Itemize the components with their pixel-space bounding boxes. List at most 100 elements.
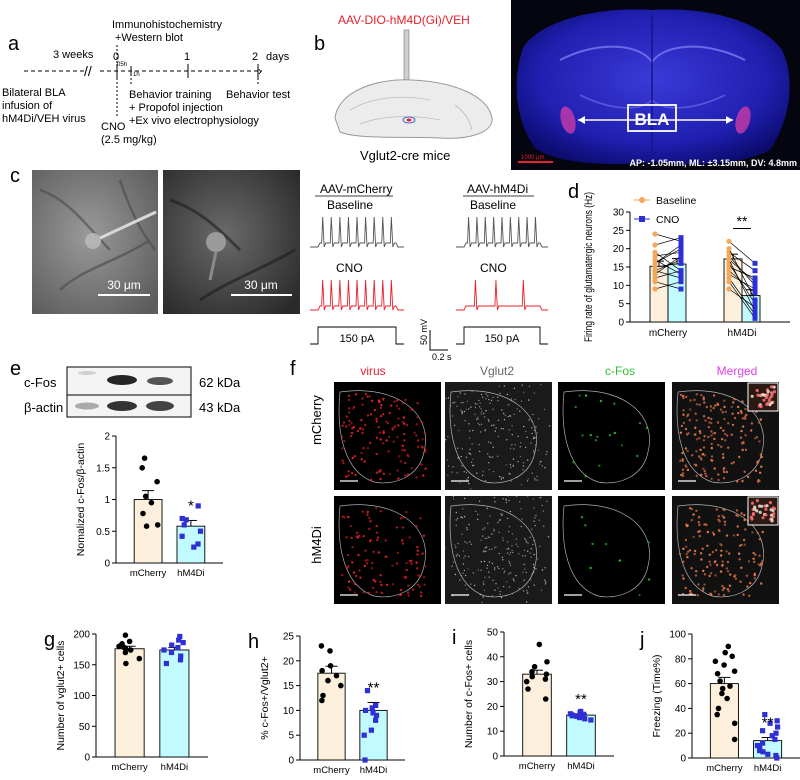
stained-cell <box>494 567 496 569</box>
stained-cell <box>545 453 547 456</box>
panel-letter: i <box>452 627 456 649</box>
stained-cell <box>685 552 688 556</box>
stained-cell <box>456 553 459 555</box>
stained-cell <box>710 434 713 437</box>
stained-cell <box>505 594 507 597</box>
data-point <box>719 685 726 692</box>
stained-cell <box>522 391 525 393</box>
stained-cell <box>695 419 698 422</box>
data-point <box>148 499 155 506</box>
stained-cell <box>690 567 693 570</box>
stained-cell <box>507 541 509 543</box>
y-tick-label: 0 <box>618 318 624 329</box>
stained-cell <box>467 555 470 558</box>
stained-cell <box>470 583 472 585</box>
stained-cell <box>505 499 508 501</box>
stained-cell <box>710 442 713 446</box>
stained-cell <box>407 584 410 587</box>
stained-cell <box>694 464 698 467</box>
stained-cell <box>368 516 371 520</box>
stained-cell <box>702 467 705 470</box>
stained-cell <box>466 478 468 480</box>
stained-cell <box>584 524 587 527</box>
stained-cell <box>458 555 461 557</box>
stained-cell <box>682 413 685 416</box>
stained-cell <box>527 542 529 544</box>
stained-cell <box>722 516 726 519</box>
stained-cell <box>341 424 344 427</box>
stained-cell <box>613 402 616 405</box>
stained-cell <box>396 436 399 439</box>
stained-cell <box>684 427 688 431</box>
stained-cell <box>469 430 471 432</box>
stained-cell <box>538 519 540 521</box>
baseline-point <box>652 260 658 266</box>
stained-cell <box>536 432 538 434</box>
stained-cell <box>738 558 741 561</box>
stained-cell <box>486 564 489 567</box>
data-point <box>772 736 778 742</box>
stained-cell <box>510 398 513 400</box>
brain-coronal-image: BLA 1000 μm AP: -1.05mm, ML: ±3.15mm, DV… <box>511 0 800 170</box>
inset-cell <box>773 507 777 511</box>
cno-label-1: CNO <box>101 121 126 133</box>
stained-cell <box>350 434 353 438</box>
stained-cell <box>613 431 616 435</box>
stained-cell <box>462 550 465 552</box>
stained-cell <box>717 593 720 596</box>
stained-cell <box>478 424 481 426</box>
stained-cell <box>702 569 705 573</box>
data-point <box>542 676 549 682</box>
trace-hm4di-cno <box>456 279 548 311</box>
stained-cell <box>405 510 408 514</box>
y-tick-label: 40 <box>675 704 687 715</box>
stained-cell <box>699 552 703 555</box>
stained-cell <box>686 555 689 559</box>
stained-cell <box>481 601 483 604</box>
stained-cell <box>738 544 742 547</box>
stained-cell <box>349 524 352 528</box>
stained-cell <box>733 416 737 420</box>
stained-cell <box>511 593 514 595</box>
stained-cell <box>701 547 704 550</box>
stained-cell <box>543 525 545 527</box>
panel-letter-b: b <box>314 33 325 55</box>
stained-cell <box>599 399 603 403</box>
data-point <box>721 662 727 668</box>
stained-cell <box>351 561 354 564</box>
stained-cell <box>341 515 344 518</box>
stained-cell <box>743 518 746 522</box>
stained-cell <box>390 404 393 407</box>
stained-cell <box>375 417 378 421</box>
data-point <box>122 632 129 638</box>
stained-cell <box>509 553 511 556</box>
stained-cell <box>502 498 504 500</box>
stained-cell <box>458 429 460 432</box>
stained-cell <box>375 452 378 456</box>
stained-cell <box>723 508 726 512</box>
cno-point <box>752 308 758 314</box>
stained-cell <box>415 567 419 570</box>
stained-cell <box>376 536 380 539</box>
stained-cell <box>753 577 756 580</box>
stained-cell <box>710 446 713 450</box>
stained-cell <box>477 418 479 420</box>
stained-cell <box>506 393 509 395</box>
data-point <box>529 673 535 680</box>
stained-cell <box>707 435 710 439</box>
paired-line <box>654 252 682 271</box>
bar <box>159 649 190 758</box>
bla-outline <box>338 504 426 598</box>
stained-cell <box>505 498 507 500</box>
stained-cell <box>403 439 406 442</box>
stained-cell <box>485 550 487 553</box>
stained-cell <box>705 405 708 409</box>
stained-cell <box>540 460 542 463</box>
stained-cell <box>503 570 506 572</box>
cno-point <box>678 242 684 248</box>
stained-cell <box>732 534 736 537</box>
stained-cell <box>757 479 760 482</box>
stained-cell <box>681 468 685 471</box>
stained-cell <box>709 572 713 575</box>
stained-cell <box>499 593 501 596</box>
